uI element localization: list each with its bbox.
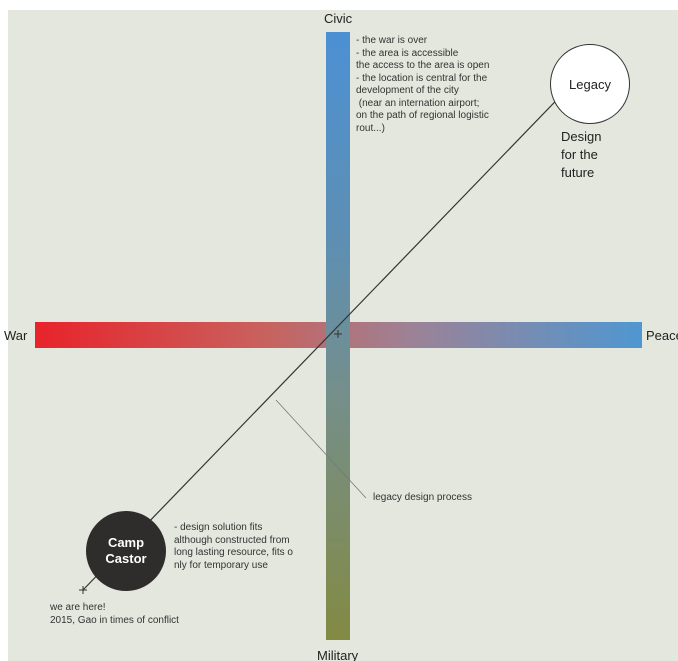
axis-label-military: Military <box>317 648 359 661</box>
process-leader-line <box>275 399 367 499</box>
civic-conditions-note: - the war is over - the area is accessib… <box>356 35 490 134</box>
diagram-canvas: Legacy Design for the future Camp Castor… <box>8 10 678 661</box>
here-cross-marker <box>79 586 87 594</box>
legacy-subtitle: Design for the future <box>561 129 602 180</box>
design-process-arrow <box>82 80 576 591</box>
legacy-circle: Legacy <box>550 44 630 124</box>
axis-label-war: War <box>4 328 28 343</box>
camp-castor-label: Camp Castor <box>105 535 147 566</box>
center-cross-marker <box>334 330 342 338</box>
axis-label-civic: Civic <box>324 11 353 26</box>
camp-castor-circle: Camp Castor <box>86 511 166 591</box>
arrow-overlay <box>79 10 678 594</box>
legacy-label: Legacy <box>569 76 611 92</box>
axis-label-peace: Peace <box>646 328 678 343</box>
we-are-here-note: we are here! 2015, Gao in times of confl… <box>50 602 179 626</box>
camp-design-note: - design solution fits although construc… <box>174 522 293 571</box>
design-process-label: legacy design process <box>373 492 472 503</box>
